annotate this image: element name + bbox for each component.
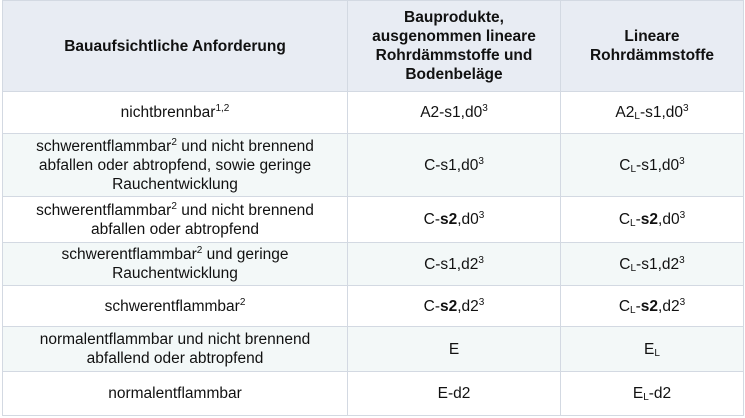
requirement-cell: nichtbrennbar1,2 <box>2 91 348 134</box>
table-row: nichtbrennbar1,2 A2-s1,d03 A2L-s1,d03 <box>2 91 744 134</box>
rohr-class-cell: EL <box>560 326 744 372</box>
bauprodukte-class-cell: C-s1,d23 <box>347 242 561 286</box>
table-row: schwerentflammbar2 und nicht brennend ab… <box>2 133 744 197</box>
header-rohrdaemmstoffe: Lineare Rohrdämmstoffe <box>560 0 744 92</box>
requirement-cell: normalentflammbar <box>2 371 348 416</box>
rohr-class-cell: CL-s1,d23 <box>560 242 744 286</box>
requirement-cell: schwerentflammbar2 und geringe Rauchentw… <box>2 242 348 286</box>
rohr-class-cell: CL-s1,d03 <box>560 133 744 197</box>
table-row: normalentflammbar und nicht brennend abf… <box>2 326 744 372</box>
bauprodukte-class-cell: E <box>347 326 561 372</box>
header-requirement: Bauaufsichtliche Anforderung <box>2 0 348 92</box>
bauprodukte-class-cell: C-s2,d03 <box>347 196 561 243</box>
rohr-class-cell: EL-d2 <box>560 371 744 416</box>
bauprodukte-class-cell: C-s2,d23 <box>347 285 561 327</box>
table-row: schwerentflammbar2 und nicht brennend ab… <box>2 196 744 243</box>
table-row: schwerentflammbar2 C-s2,d23 CL-s2,d23 <box>2 285 744 327</box>
requirement-cell: normalentflammbar und nicht brennend abf… <box>2 326 348 372</box>
rohr-class-cell: CL-s2,d23 <box>560 285 744 327</box>
rohr-class-cell: A2L-s1,d03 <box>560 91 744 134</box>
table-row: normalentflammbar E-d2 EL-d2 <box>2 371 744 416</box>
requirement-cell: schwerentflammbar2 und nicht brennend ab… <box>2 196 348 243</box>
requirement-cell: schwerentflammbar2 <box>2 285 348 327</box>
bauprodukte-class-cell: C-s1,d03 <box>347 133 561 197</box>
rohr-class-cell: CL-s2,d03 <box>560 196 744 243</box>
table-header-row: Bauaufsichtliche Anforderung Bauprodukte… <box>2 0 744 92</box>
table-row: schwerentflammbar2 und geringe Rauchentw… <box>2 242 744 286</box>
bauprodukte-class-cell: A2-s1,d03 <box>347 91 561 134</box>
requirement-cell: schwerentflammbar2 und nicht brennend ab… <box>2 133 348 197</box>
bauprodukte-class-cell: E-d2 <box>347 371 561 416</box>
header-bauprodukte: Bauprodukte, ausgenommen lineare Rohrdäm… <box>347 0 561 92</box>
